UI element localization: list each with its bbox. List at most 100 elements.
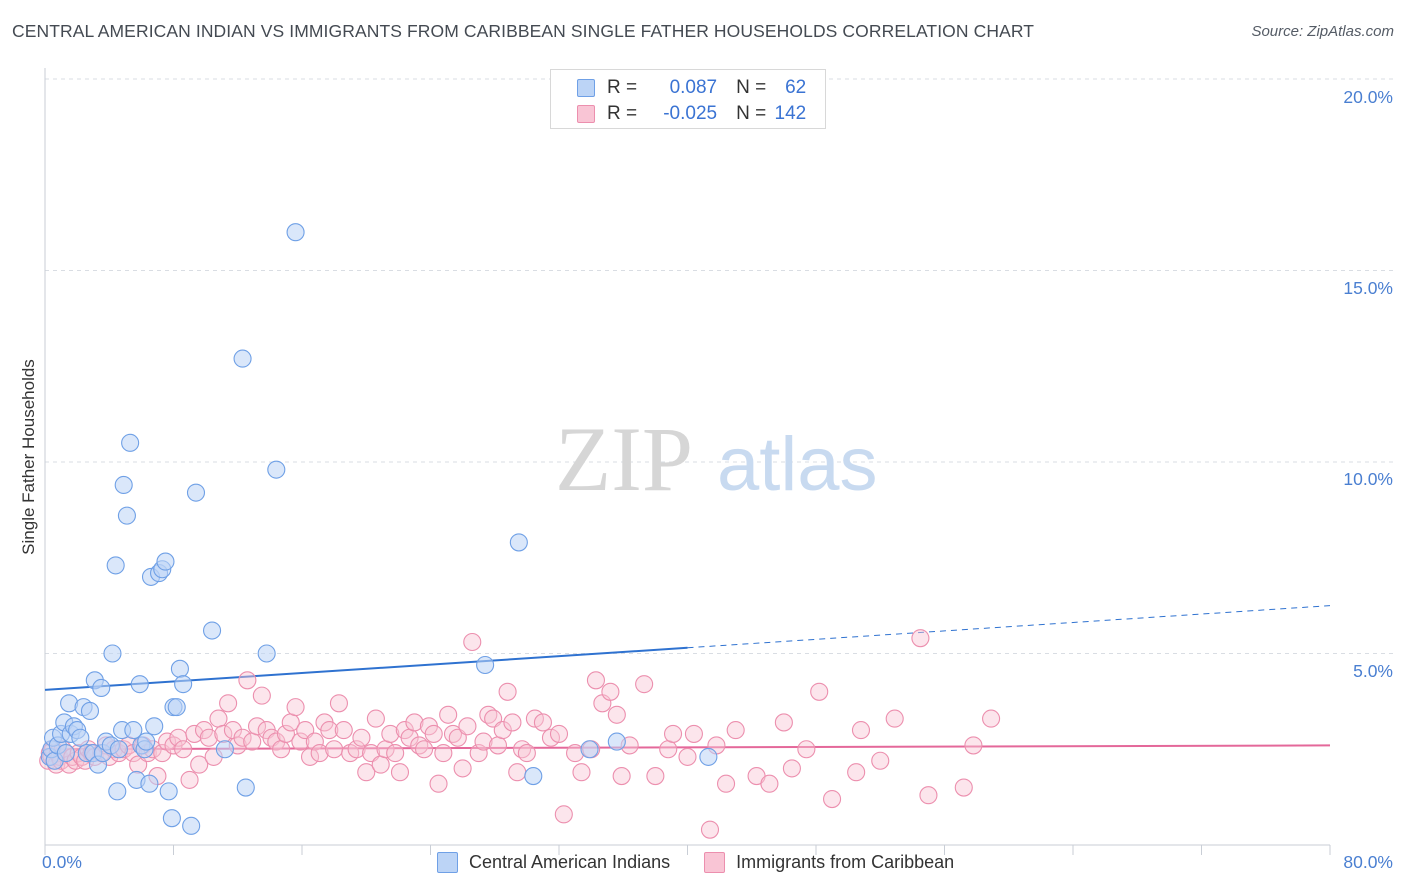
legend-n-value: 62 xyxy=(785,77,807,98)
data-point-immigrants-from-caribbean xyxy=(586,671,605,690)
legend-row-pink: R = -0.025 N = 142 xyxy=(577,103,806,125)
data-point-immigrants-from-caribbean xyxy=(272,740,291,759)
data-point-immigrants-from-caribbean xyxy=(716,774,736,793)
data-point-immigrants-from-caribbean xyxy=(434,744,453,763)
data-point-immigrants-from-caribbean xyxy=(797,740,816,759)
data-point-central-american-indians xyxy=(170,659,189,678)
y-tick-label: 10.0% xyxy=(1343,469,1393,489)
data-point-immigrants-from-caribbean xyxy=(174,740,193,759)
data-point-central-american-indians xyxy=(103,644,122,663)
data-point-immigrants-from-caribbean xyxy=(405,713,424,732)
data-point-immigrants-from-caribbean xyxy=(463,632,482,652)
legend-swatch-blue xyxy=(577,79,595,97)
data-point-immigrants-from-caribbean xyxy=(190,755,209,774)
trend-line-immigrants-from-caribbean xyxy=(44,744,1331,751)
data-point-central-american-indians xyxy=(509,533,528,552)
data-point-immigrants-from-caribbean xyxy=(982,709,1001,728)
data-point-central-american-indians xyxy=(162,809,181,828)
data-point-immigrants-from-caribbean xyxy=(851,721,871,740)
data-point-immigrants-from-caribbean xyxy=(334,721,353,740)
legend-swatch-pink xyxy=(704,852,726,873)
data-point-immigrants-from-caribbean xyxy=(357,763,376,782)
data-point-immigrants-from-caribbean xyxy=(871,751,890,770)
legend-label: Central American Indians xyxy=(469,852,671,872)
data-point-immigrants-from-caribbean xyxy=(474,732,493,751)
legend-swatch-blue xyxy=(437,852,458,873)
data-point-central-american-indians xyxy=(233,349,252,368)
stats-legend: R = 0.087 N = 62 R = -0.025 N = 142 xyxy=(550,69,826,129)
data-point-immigrants-from-caribbean xyxy=(684,724,703,743)
grid-lines xyxy=(45,78,1395,654)
data-point-central-american-indians xyxy=(114,475,133,495)
data-point-immigrants-from-caribbean xyxy=(291,732,310,751)
data-point-immigrants-from-caribbean xyxy=(954,778,973,797)
data-point-immigrants-from-caribbean xyxy=(488,736,508,755)
data-point-immigrants-from-caribbean xyxy=(325,740,344,759)
data-point-central-american-indians xyxy=(476,655,495,675)
data-point-central-american-indians xyxy=(699,747,718,766)
data-point-immigrants-from-caribbean xyxy=(508,763,527,782)
data-point-central-american-indians xyxy=(159,782,178,801)
data-point-immigrants-from-caribbean xyxy=(659,740,678,759)
data-point-central-american-indians xyxy=(130,675,149,694)
chart-title: CENTRAL AMERICAN INDIAN VS IMMIGRANTS FR… xyxy=(12,21,1035,41)
series-legend: Central American Indians Immigrants from… xyxy=(437,852,988,873)
legend-r-label: R = xyxy=(607,103,638,124)
data-point-immigrants-from-caribbean xyxy=(199,728,218,747)
data-point-immigrants-from-caribbean xyxy=(469,744,488,763)
legend-item-central-american-indians: Central American Indians xyxy=(437,852,670,873)
legend-row-blue: R = 0.087 N = 62 xyxy=(577,77,806,99)
data-point-central-american-indians xyxy=(167,698,186,717)
legend-r-value: -0.025 xyxy=(663,103,718,124)
data-point-immigrants-from-caribbean xyxy=(964,736,983,755)
data-point-central-american-indians xyxy=(156,552,175,571)
data-point-immigrants-from-caribbean xyxy=(305,732,324,751)
watermark-zip: ZIP xyxy=(555,408,693,510)
data-point-central-american-indians xyxy=(524,767,543,786)
data-point-central-american-indians xyxy=(267,460,286,479)
x-tick-label-min: 0.0% xyxy=(42,852,82,872)
data-point-immigrants-from-caribbean xyxy=(847,763,866,782)
data-point-immigrants-from-caribbean xyxy=(678,747,697,766)
source-label: Source: ZipAtlas.com xyxy=(1251,23,1394,40)
data-point-immigrants-from-caribbean xyxy=(782,759,801,778)
data-point-immigrants-from-caribbean xyxy=(371,755,390,774)
data-point-immigrants-from-caribbean xyxy=(352,728,371,747)
series-central-american-indians xyxy=(40,223,718,835)
legend-r-value: 0.087 xyxy=(669,77,718,98)
data-point-immigrants-from-caribbean xyxy=(517,744,536,763)
data-point-immigrants-from-caribbean xyxy=(390,763,410,782)
data-point-immigrants-from-caribbean xyxy=(726,721,745,740)
data-point-central-american-indians xyxy=(137,732,156,751)
data-point-central-american-indians xyxy=(182,816,201,835)
trend-line-extension-central-american-indians xyxy=(687,605,1331,649)
data-point-central-american-indians xyxy=(92,678,111,698)
x-tick-label-max: 80.0% xyxy=(1343,852,1393,872)
data-point-immigrants-from-caribbean xyxy=(415,740,434,759)
data-point-immigrants-from-caribbean xyxy=(607,705,626,724)
data-point-immigrants-from-caribbean xyxy=(209,709,228,728)
data-point-immigrants-from-caribbean xyxy=(885,709,904,728)
data-point-immigrants-from-caribbean xyxy=(243,732,262,751)
data-point-immigrants-from-caribbean xyxy=(366,709,385,728)
data-point-immigrants-from-caribbean xyxy=(180,770,199,789)
data-point-central-american-indians xyxy=(109,740,128,759)
data-point-immigrants-from-caribbean xyxy=(247,717,267,736)
legend-swatch-pink xyxy=(577,105,595,123)
data-point-central-american-indians xyxy=(71,728,90,747)
data-point-immigrants-from-caribbean xyxy=(381,724,400,743)
data-point-central-american-indians xyxy=(124,721,143,740)
data-point-immigrants-from-caribbean xyxy=(320,721,339,740)
data-point-immigrants-from-caribbean xyxy=(347,740,366,759)
y-tick-label: 5.0% xyxy=(1353,661,1393,681)
data-point-immigrants-from-caribbean xyxy=(219,694,238,713)
data-point-central-american-indians xyxy=(580,740,599,759)
y-tick-label: 20.0% xyxy=(1343,87,1393,107)
data-point-central-american-indians xyxy=(121,433,140,452)
watermark: ZIP atlas xyxy=(555,408,878,510)
data-point-central-american-indians xyxy=(106,556,125,575)
data-point-immigrants-from-caribbean xyxy=(310,744,329,763)
data-point-immigrants-from-caribbean xyxy=(760,774,779,793)
data-point-immigrants-from-caribbean xyxy=(810,682,829,701)
data-point-immigrants-from-caribbean xyxy=(429,774,448,793)
